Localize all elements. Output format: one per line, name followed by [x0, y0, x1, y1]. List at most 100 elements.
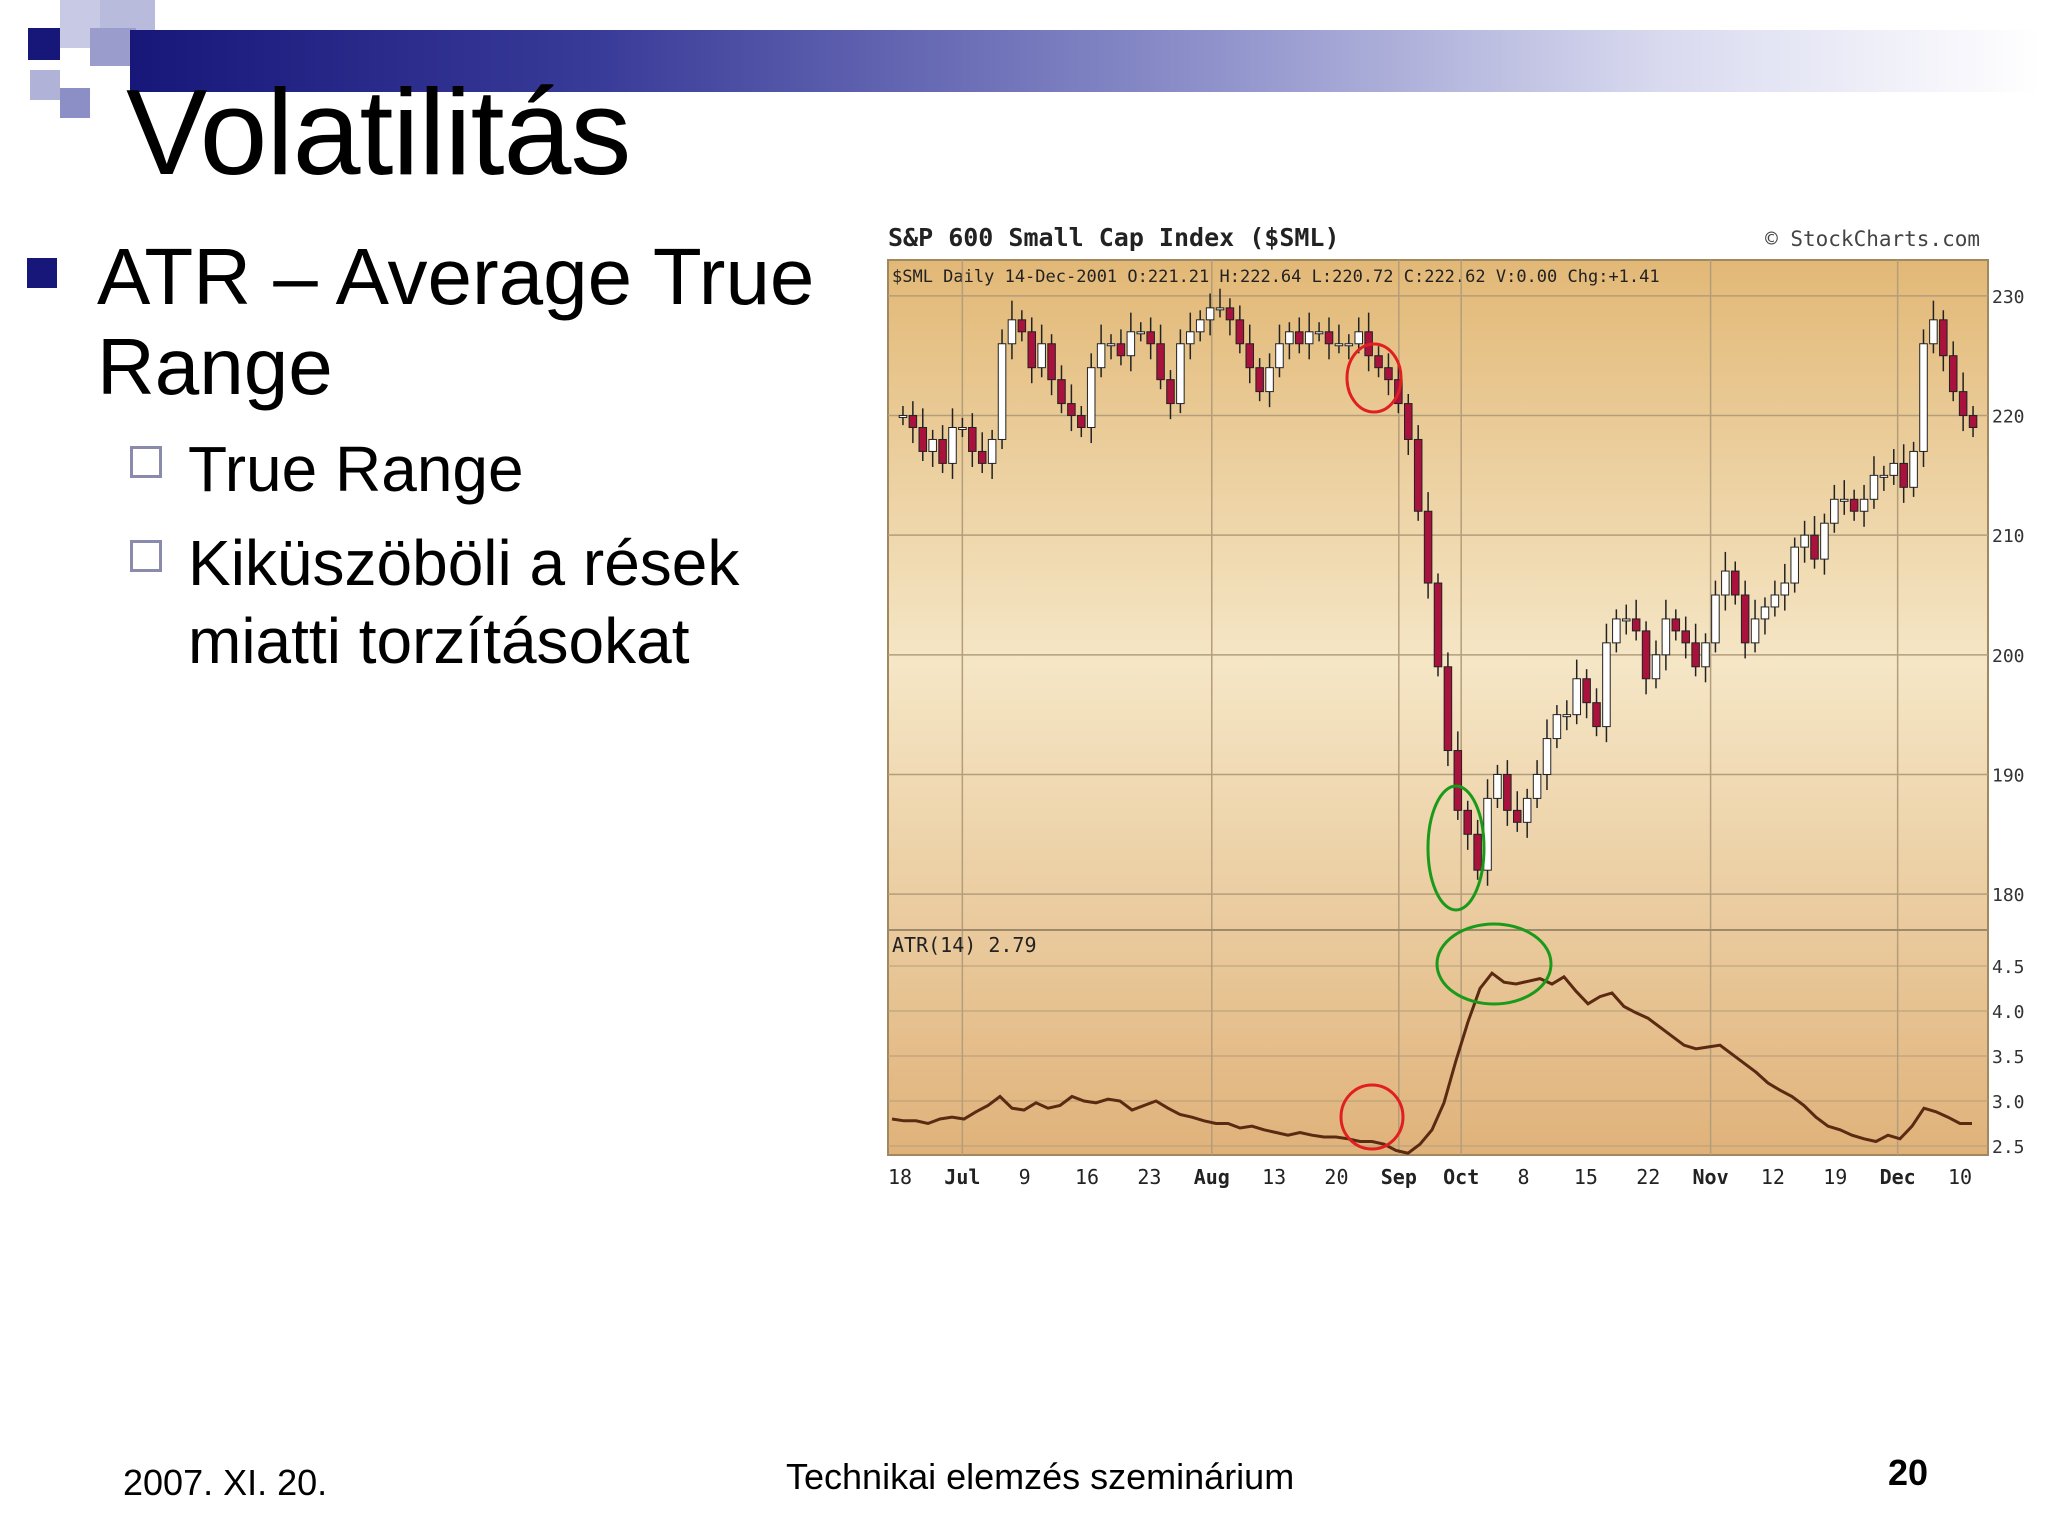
candle-body [1205, 307, 1215, 321]
slide-title: Volatilitás [126, 64, 631, 200]
candle-body [1047, 343, 1056, 381]
candle-body [1671, 618, 1681, 632]
candle-body [1166, 379, 1175, 405]
candle-body [1384, 367, 1393, 381]
candle-body [1186, 331, 1195, 345]
candle-body [1760, 606, 1770, 620]
candle-body [1176, 343, 1185, 405]
footer-date: 2007. XI. 20. [123, 1462, 328, 1503]
candle-body [1136, 331, 1146, 335]
candle-body [898, 415, 908, 419]
chart-title: S&P 600 Small Cap Index ($SML) [888, 223, 1340, 252]
candle-body [1017, 319, 1027, 333]
date-tick-label: Dec [1880, 1165, 1916, 1189]
date-tick-label: 9 [1019, 1165, 1031, 1189]
candle-body [1681, 630, 1690, 644]
footer-title: Technikai elemzés szeminárium [786, 1456, 1295, 1497]
atr-axis: 4.5 4.0 3.5 3.0 2.5 [1992, 957, 2025, 1158]
candle-body [1503, 773, 1512, 811]
candle-body [1473, 833, 1482, 871]
bullet-square-icon [27, 258, 57, 288]
date-axis: 18 Jul 9 16 23 Aug 13 20 Sep Oct 8 15 22 Nov 12 19 Dec 10 [888, 1165, 1972, 1189]
candle-body [1007, 319, 1017, 345]
date-tick-label: Sep [1381, 1165, 1417, 1189]
candle-body [1562, 714, 1572, 718]
candle-body [1919, 343, 1928, 452]
candle-body [1958, 391, 1968, 417]
candle-body [1730, 570, 1740, 596]
candle-body [1265, 367, 1274, 393]
price-tick-label: 220 [1992, 407, 2025, 428]
candle-body [1750, 618, 1760, 644]
candle-body [1037, 343, 1046, 369]
candle-body [1304, 331, 1314, 345]
candle-body [1513, 809, 1522, 823]
candle-body [1948, 355, 1958, 393]
candle-body [1463, 809, 1472, 835]
date-tick-label: Oct [1443, 1165, 1479, 1189]
date-tick-label: 22 [1636, 1165, 1660, 1189]
atr-tick-label: 3.5 [1992, 1047, 2025, 1068]
candle-body [1344, 343, 1354, 347]
atr-line [891, 971, 1972, 1155]
atr-label: ATR(14) 2.79 [892, 933, 1037, 957]
date-tick-label: 23 [1137, 1165, 1161, 1189]
candle-body [1869, 474, 1879, 500]
bullet-text: ATR – Average True Range [97, 232, 815, 411]
candle-body [1067, 403, 1076, 417]
candle-body [1532, 773, 1542, 799]
candle-body [1830, 498, 1839, 524]
date-tick-label: 18 [888, 1165, 912, 1189]
page-number: 20 [1888, 1452, 1929, 1493]
date-tick-label: 12 [1761, 1165, 1785, 1189]
red-circle-top [1345, 342, 1403, 414]
date-tick-label: Nov [1693, 1165, 1729, 1189]
candle-body [918, 427, 928, 452]
candle-body [1889, 462, 1899, 476]
date-tick-label: 16 [1075, 1165, 1099, 1189]
candle-body [1839, 498, 1849, 502]
candle-body [1542, 738, 1552, 775]
candle-body [1057, 379, 1066, 405]
atr-tick-label: 3.0 [1992, 1092, 2025, 1113]
red-circle-atr [1339, 1083, 1405, 1151]
chart-source: © StockCharts.com [1765, 227, 1980, 251]
candle-body [1582, 678, 1591, 704]
candle-body [1631, 618, 1641, 632]
candle-body [1651, 654, 1661, 680]
candle-body [1552, 714, 1562, 740]
candle-body [1849, 498, 1859, 512]
candle-body [1126, 331, 1136, 357]
candle-body [1245, 343, 1255, 369]
candle-body [1810, 534, 1819, 560]
stock-chart: S&P 600 Small Cap Index ($SML) © StockCh… [880, 222, 2030, 1197]
candle-body [948, 427, 957, 464]
candle-body [1968, 415, 1978, 429]
candle-body [958, 427, 967, 430]
candle-body [1780, 582, 1790, 596]
candle-body [1453, 750, 1463, 811]
candle-body [1285, 331, 1294, 345]
candle-body [1433, 582, 1443, 668]
candle-body [997, 343, 1007, 440]
candle-body [1443, 666, 1453, 752]
checkbox-bullet-icon [130, 540, 162, 572]
subbullet-gaps-line2: miatti torzításokat [188, 605, 690, 677]
candle-body [1939, 319, 1948, 357]
date-tick-label: 15 [1574, 1165, 1598, 1189]
candle-body [938, 438, 947, 464]
candle-body [1522, 797, 1532, 823]
candle-body [1711, 594, 1720, 644]
atr-tick-label: 2.5 [1992, 1137, 2025, 1158]
title-bar [130, 30, 2040, 92]
candle-body [1820, 522, 1829, 560]
candle-body [1255, 367, 1264, 393]
candle-body [977, 450, 987, 464]
date-tick-label: 13 [1262, 1165, 1286, 1189]
subbullet-true-range: True Range [188, 433, 524, 505]
candle-body [1790, 546, 1799, 584]
candle-body [1156, 343, 1165, 381]
candle-body [1334, 343, 1344, 347]
checkbox-bullet-icon [130, 446, 162, 478]
date-tick-label: 8 [1518, 1165, 1530, 1189]
